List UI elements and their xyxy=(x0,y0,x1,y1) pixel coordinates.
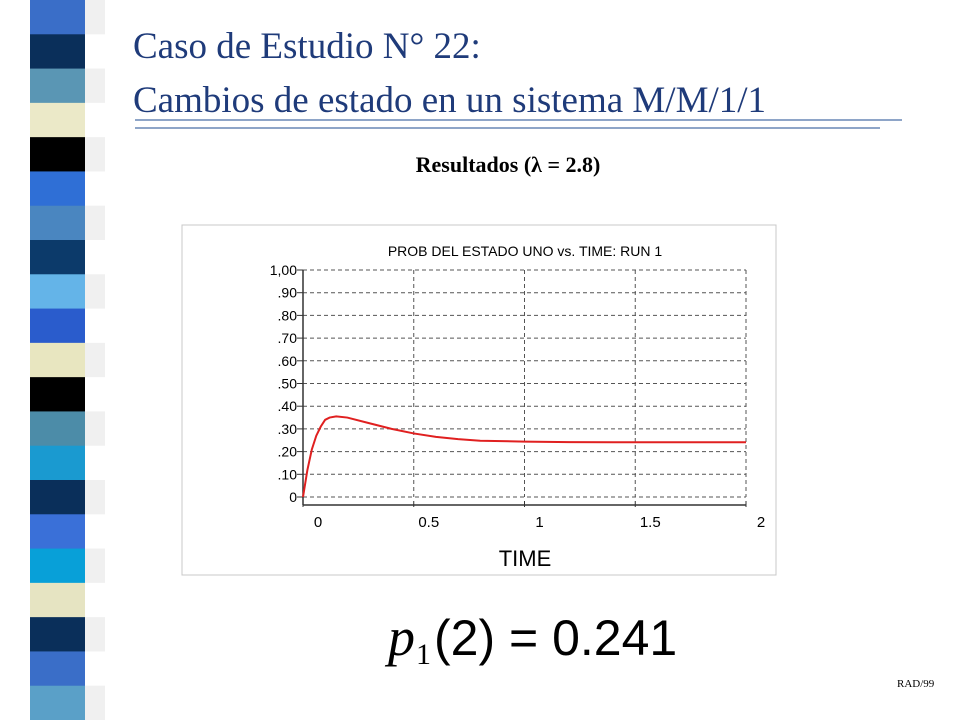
stripe-shadow xyxy=(85,240,105,275)
stripe-block xyxy=(30,445,85,481)
x-axis-label: TIME xyxy=(499,546,552,571)
y-tick-label: .70 xyxy=(278,330,298,346)
stripe-block xyxy=(30,102,85,138)
stripe-shadow xyxy=(85,68,105,104)
slide-title-line: Cambios de estado en un sistema M/M/1/1 xyxy=(133,80,766,121)
formula-symbol: p xyxy=(384,607,415,667)
chart-title: PROB DEL ESTADO UNO vs. TIME: RUN 1 xyxy=(388,243,663,259)
stripe-block xyxy=(30,205,85,241)
stripe-shadow xyxy=(85,102,105,138)
stripe-block xyxy=(30,274,85,310)
x-tick-label: 2 xyxy=(757,514,765,531)
stripe-block xyxy=(30,34,85,70)
stripe-block xyxy=(30,0,85,35)
stripe-shadow xyxy=(85,34,105,70)
stripe-block xyxy=(30,685,85,720)
y-tick-label: .10 xyxy=(278,466,298,482)
x-tick-label: 1.5 xyxy=(640,514,661,531)
stripe-block xyxy=(30,514,85,550)
y-tick-label: .20 xyxy=(278,444,298,460)
stripe-block xyxy=(30,240,85,275)
stripe-shadow xyxy=(85,377,105,412)
stripe-block xyxy=(30,582,85,618)
stripe-block xyxy=(30,308,85,344)
stripe-shadow xyxy=(85,205,105,241)
stripe-block xyxy=(30,342,85,378)
stripe-block xyxy=(30,411,85,447)
stripe-shadow xyxy=(85,617,105,652)
stripe-shadow xyxy=(85,171,105,207)
stripe-shadow xyxy=(85,137,105,172)
y-tick-label: .50 xyxy=(278,376,298,392)
stripe-shadow xyxy=(85,342,105,378)
stripe-block xyxy=(30,480,85,515)
y-tick-label: .60 xyxy=(278,353,298,369)
stripe-shadow xyxy=(85,480,105,515)
y-tick-label: .40 xyxy=(278,398,298,414)
y-tick-label: 1,00 xyxy=(270,262,297,278)
stripe-block xyxy=(30,68,85,104)
stripe-block xyxy=(30,137,85,172)
chart-frame xyxy=(181,224,777,576)
formula-subscript: 1 xyxy=(416,638,431,671)
stripe-shadow xyxy=(85,0,105,35)
stripe-block xyxy=(30,171,85,207)
stripe-shadow xyxy=(85,514,105,550)
x-tick-label: 0.5 xyxy=(418,514,439,531)
stripe-block xyxy=(30,651,85,687)
stripe-shadow xyxy=(85,274,105,310)
subtitle: Resultados (λ = 2.8) xyxy=(416,152,601,177)
stripe-shadow xyxy=(85,411,105,447)
stripe-shadow xyxy=(85,582,105,618)
y-tick-label: .90 xyxy=(278,285,298,301)
stripe-shadow xyxy=(85,685,105,720)
chart: PROB DEL ESTADO UNO vs. TIME: RUN 1 TIME… xyxy=(270,243,765,571)
y-tick-label: 0 xyxy=(289,489,297,505)
stripe-block xyxy=(30,377,85,412)
stripe-shadow xyxy=(85,548,105,584)
stripe-shadow xyxy=(85,308,105,344)
stripe-shadow xyxy=(85,651,105,687)
slide-title-line: Caso de Estudio N° 22: xyxy=(133,26,481,67)
y-tick-label: .80 xyxy=(278,307,298,323)
x-tick-label: 0 xyxy=(314,514,322,531)
stripe-block xyxy=(30,617,85,652)
y-tick-label: .30 xyxy=(278,421,298,437)
decor-stripe xyxy=(30,0,105,720)
x-tick-label: 1 xyxy=(535,514,543,531)
data-line xyxy=(302,415,746,498)
stripe-shadow xyxy=(85,445,105,481)
footer: RAD/99 xyxy=(897,678,935,690)
stripe-block xyxy=(30,548,85,584)
formula-text: (2) = 0.241 xyxy=(434,610,677,666)
